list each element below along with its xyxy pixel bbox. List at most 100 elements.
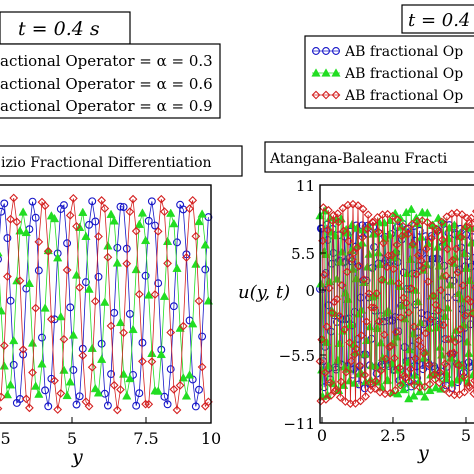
x-tick-label: 7.5	[133, 429, 158, 448]
series-point	[84, 284, 94, 293]
series-point	[316, 279, 326, 288]
series-point	[358, 204, 368, 214]
series-point	[461, 263, 471, 272]
series-point	[116, 202, 125, 211]
series-point	[71, 270, 82, 279]
series-point	[153, 386, 163, 395]
series-point	[367, 303, 376, 312]
series-point	[461, 222, 471, 232]
left-legend-box	[0, 43, 221, 119]
series-point	[84, 401, 94, 411]
series-point	[405, 377, 414, 386]
series-point	[166, 365, 175, 374]
series-point	[372, 289, 382, 298]
series-point	[128, 324, 138, 334]
series-point	[395, 363, 404, 373]
series-point	[122, 259, 132, 269]
series-point	[44, 402, 53, 411]
series-point	[406, 364, 415, 374]
series-point	[24, 278, 35, 287]
series-point	[399, 384, 409, 394]
series-point	[440, 359, 450, 369]
series-point	[336, 377, 346, 387]
series-point	[103, 252, 113, 262]
series-point	[81, 231, 91, 240]
right-title: Atangana-Baleanu Fracti	[269, 151, 448, 167]
right-title-box	[264, 141, 474, 173]
series-point	[383, 209, 393, 219]
series-point	[195, 385, 203, 394]
series-point	[432, 224, 442, 234]
series-point	[28, 368, 37, 377]
series-point	[436, 285, 446, 295]
series-point	[137, 208, 148, 217]
series-point	[53, 253, 63, 262]
series-point	[364, 289, 374, 298]
series-point	[175, 323, 185, 332]
series-point	[184, 370, 195, 379]
series-point	[178, 373, 188, 382]
series-point	[437, 217, 447, 227]
series-point	[400, 371, 409, 381]
series-point	[409, 322, 419, 332]
left-time-label: t = 0.4 s	[18, 18, 100, 40]
series-point	[471, 284, 474, 291]
series-point	[88, 197, 97, 206]
series-point	[175, 381, 185, 390]
series-point	[178, 321, 188, 331]
series-point	[395, 380, 405, 390]
series-point	[428, 221, 437, 231]
series-point	[65, 210, 75, 220]
series-point	[325, 378, 335, 388]
series-point	[323, 225, 332, 235]
series-point	[78, 351, 88, 360]
series-point	[59, 365, 69, 374]
series-point	[443, 244, 453, 254]
series-point	[128, 194, 138, 204]
series-point	[78, 207, 88, 216]
series-point	[31, 303, 41, 313]
series-point	[93, 388, 104, 397]
series-point	[162, 236, 173, 246]
series-point	[97, 354, 107, 363]
series-point	[317, 335, 327, 344]
series-point	[97, 339, 106, 348]
legend-marker	[322, 47, 330, 55]
left-legend-label-3: actional Operator = α = 0.9	[0, 97, 213, 115]
legend-marker	[311, 90, 321, 100]
series-point	[363, 210, 373, 220]
series-point	[112, 258, 122, 267]
series-point	[361, 391, 371, 401]
series-point	[342, 267, 352, 277]
series-point	[335, 311, 344, 321]
right-x-axis-ticks: 0 2.5 5	[317, 417, 471, 445]
series-point	[40, 201, 50, 211]
right-legend-markers	[311, 47, 341, 100]
series-point	[34, 266, 43, 275]
series-point	[0, 207, 6, 216]
series-point	[444, 334, 453, 344]
series-point	[425, 379, 435, 389]
series-point	[201, 265, 210, 274]
series-point	[34, 389, 44, 398]
series-point	[347, 254, 357, 264]
series-point	[351, 344, 361, 354]
series-point	[132, 401, 141, 410]
right-legend-label-2: AB fractional Op	[344, 66, 463, 82]
series-point	[444, 388, 454, 398]
series-point	[335, 392, 345, 402]
series-point	[122, 391, 132, 400]
series-point	[393, 215, 403, 225]
series-point	[375, 387, 385, 397]
series-point	[9, 335, 19, 345]
x-tick-label: 0	[317, 426, 327, 445]
series-point	[357, 233, 367, 242]
series-point	[354, 261, 364, 271]
series-point	[68, 330, 78, 339]
series-point	[373, 227, 383, 237]
series-point	[329, 210, 338, 220]
series-point	[441, 271, 451, 281]
series-point	[461, 311, 470, 321]
series-point	[374, 317, 384, 326]
series-point	[21, 394, 31, 404]
